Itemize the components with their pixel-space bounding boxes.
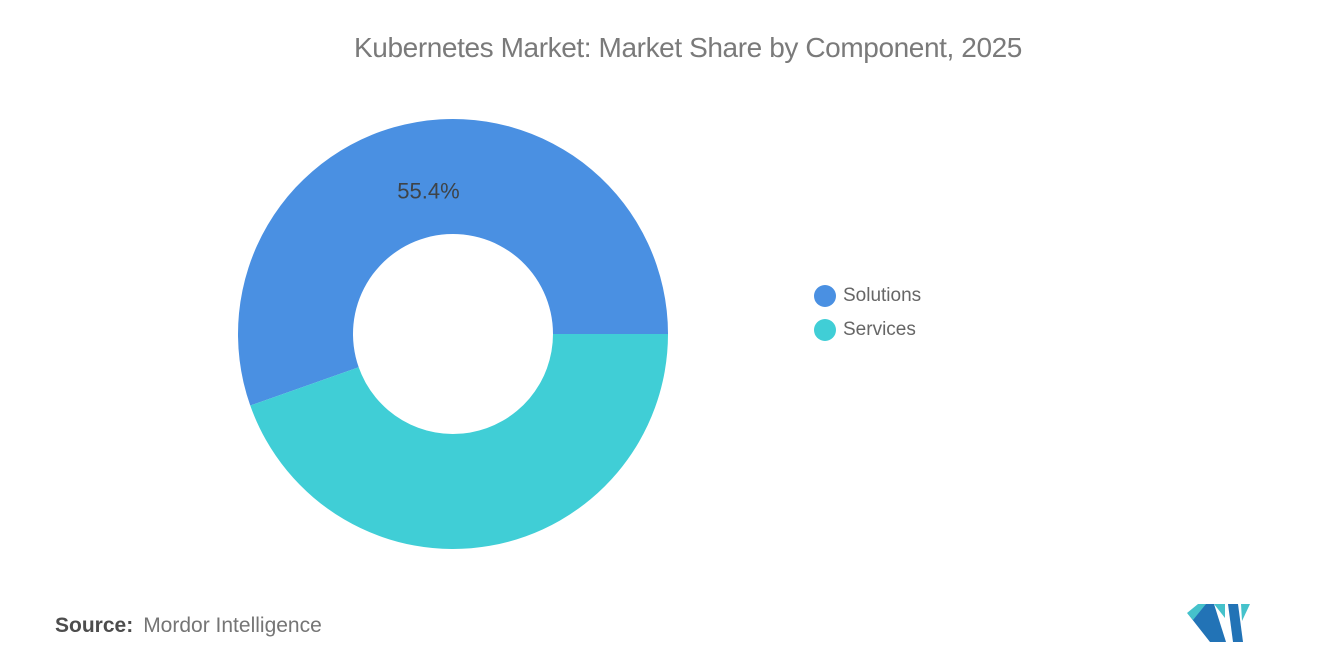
legend-marker-solutions-icon — [814, 284, 836, 307]
source-value: Mordor Intelligence — [143, 614, 322, 637]
logo-shape-teal-middle — [1214, 604, 1225, 618]
donut-slice-solutions[interactable] — [238, 118, 669, 406]
legend-label-solutions: Solutions — [843, 284, 922, 306]
legend-label-services: Services — [843, 318, 916, 340]
logo-shape-teal-right — [1241, 604, 1250, 621]
logo-shape-blue-right — [1228, 604, 1243, 642]
legend-marker-services-icon — [814, 318, 836, 341]
donut-slice-services[interactable] — [250, 334, 668, 549]
legend-item-services[interactable]: Services — [814, 318, 921, 341]
donut-chart: 55.4% — [238, 118, 669, 549]
logo-shape-teal-left — [1187, 604, 1206, 620]
slice-data-label: 55.4% — [397, 179, 459, 204]
chart-title-text: Kubernetes Market: Market Share by Compo… — [354, 32, 1022, 63]
source-label: Source: — [55, 614, 134, 637]
legend: Solutions Services — [814, 284, 921, 352]
legend-item-solutions[interactable]: Solutions — [814, 284, 921, 307]
chart-title: Kubernetes Market: Market Share by Compo… — [0, 30, 1320, 66]
source-line: Source: Mordor Intelligence — [55, 612, 322, 639]
mordor-intelligence-logo — [1187, 604, 1250, 642]
